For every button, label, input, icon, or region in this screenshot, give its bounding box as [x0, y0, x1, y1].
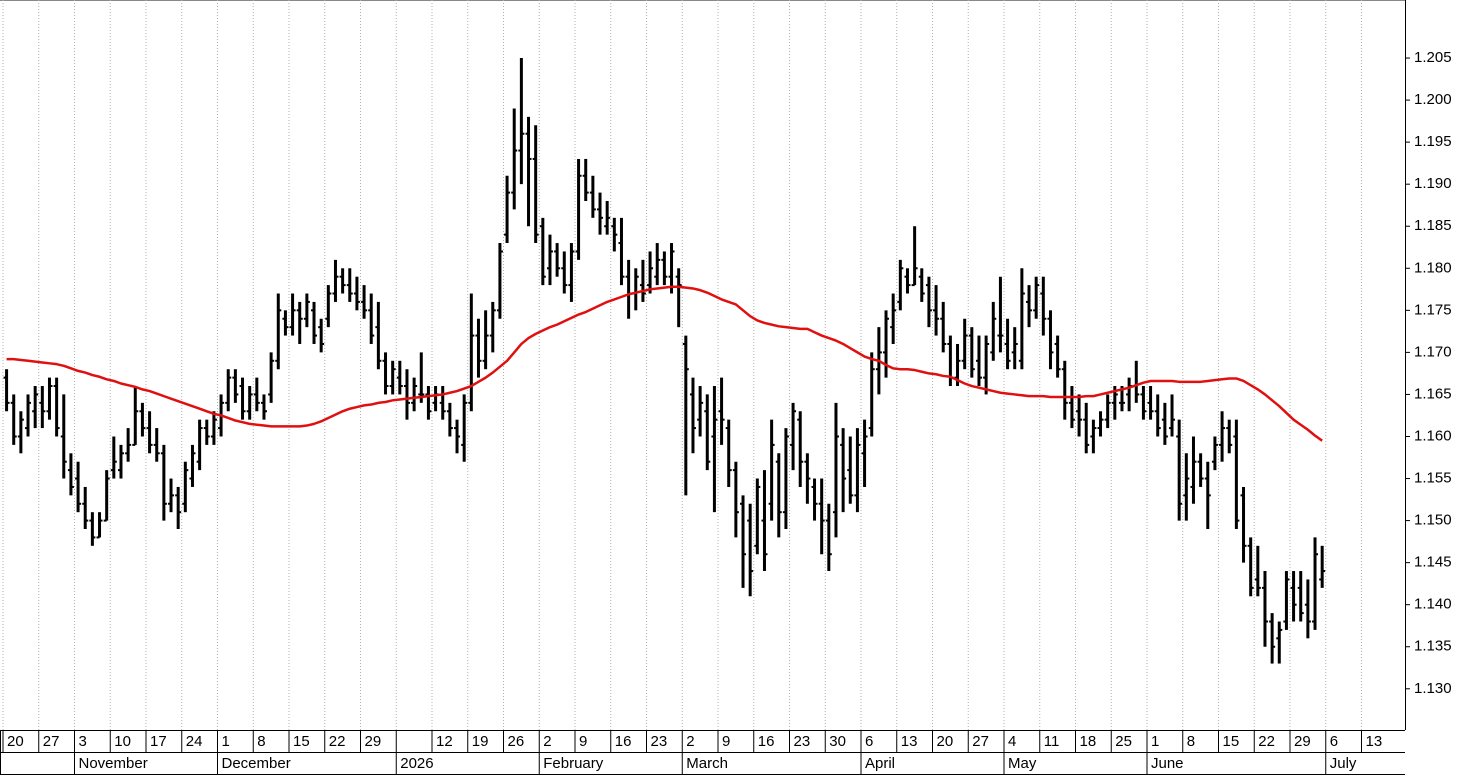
- x-tick-label: 19: [472, 733, 489, 750]
- y-tick-label: 1.160: [1414, 427, 1452, 444]
- x-tick-label: 17: [150, 733, 167, 750]
- x-tick-label: 1: [222, 733, 230, 750]
- y-tick-label: 1.205: [1414, 49, 1452, 66]
- month-label: December: [222, 755, 291, 772]
- x-tick-label: 12: [436, 733, 453, 750]
- x-tick-label: 2: [543, 733, 551, 750]
- x-tick-label: 4: [1008, 733, 1016, 750]
- x-tick-label: 27: [972, 733, 989, 750]
- x-tick-label: 29: [365, 733, 382, 750]
- x-tick-label: 25: [1115, 733, 1132, 750]
- y-tick-label: 1.150: [1414, 512, 1452, 529]
- y-tick-label: 1.180: [1414, 259, 1452, 276]
- y-tick-label: 1.140: [1414, 596, 1452, 613]
- y-tick-label: 1.195: [1414, 133, 1452, 150]
- month-label: May: [1008, 755, 1037, 772]
- y-tick-label: 1.185: [1414, 217, 1452, 234]
- month-label: June: [1151, 755, 1184, 772]
- moving-average-line: [6, 285, 1323, 442]
- x-tick-label: 26: [508, 733, 525, 750]
- x-tick-label: 23: [794, 733, 811, 750]
- month-label: April: [865, 755, 895, 772]
- x-tick-label: 9: [579, 733, 587, 750]
- y-tick-label: 1.175: [1414, 301, 1452, 318]
- x-tick-label: 16: [615, 733, 632, 750]
- y-tick-label: 1.145: [1414, 554, 1452, 571]
- x-tick-label: 6: [865, 733, 873, 750]
- x-tick-label: 23: [651, 733, 668, 750]
- x-tick-label: 2: [686, 733, 694, 750]
- y-tick-label: 1.155: [1414, 470, 1452, 487]
- month-label: November: [79, 755, 148, 772]
- x-tick-label: 22: [329, 733, 346, 750]
- month-label: February: [543, 755, 604, 772]
- y-tick-label: 1.170: [1414, 343, 1452, 360]
- y-tick-label: 1.165: [1414, 385, 1452, 402]
- month-label: July: [1330, 755, 1357, 772]
- x-tick-label: 8: [257, 733, 265, 750]
- x-tick-label: 20: [937, 733, 954, 750]
- x-tick-label: 29: [1294, 733, 1311, 750]
- y-tick-label: 1.200: [1414, 91, 1452, 108]
- x-tick-label: 16: [758, 733, 775, 750]
- x-tick-label: 6: [1330, 733, 1338, 750]
- month-label: 2026: [400, 755, 433, 772]
- x-tick-label: 10: [114, 733, 131, 750]
- x-tick-label: 15: [293, 733, 310, 750]
- x-tick-label: 1: [1151, 733, 1159, 750]
- x-tick-label: 18: [1080, 733, 1097, 750]
- x-tick-label: 3: [79, 733, 87, 750]
- x-tick-label: 30: [829, 733, 846, 750]
- x-tick-label: 13: [901, 733, 918, 750]
- x-tick-label: 27: [43, 733, 60, 750]
- month-label: March: [686, 755, 728, 772]
- bar-layer: [3, 58, 1326, 664]
- x-tick-label: 15: [1223, 733, 1240, 750]
- moving-average-layer: [6, 285, 1323, 442]
- x-tick-label: 9: [722, 733, 730, 750]
- x-tick-label: 8: [1187, 733, 1195, 750]
- x-tick-label: 24: [186, 733, 203, 750]
- y-tick-label: 1.190: [1414, 175, 1452, 192]
- x-tick-label: 13: [1366, 733, 1383, 750]
- axis-layer: 1.130 1.135 1.140 1.145 1.150 1.155 1.160 1.165…: [2, 49, 1452, 775]
- x-tick-label: 22: [1258, 733, 1275, 750]
- x-tick-label: 11: [1044, 733, 1060, 750]
- y-tick-label: 1.135: [1414, 638, 1452, 655]
- x-tick-label: 20: [7, 733, 24, 750]
- y-tick-label: 1.130: [1414, 680, 1452, 697]
